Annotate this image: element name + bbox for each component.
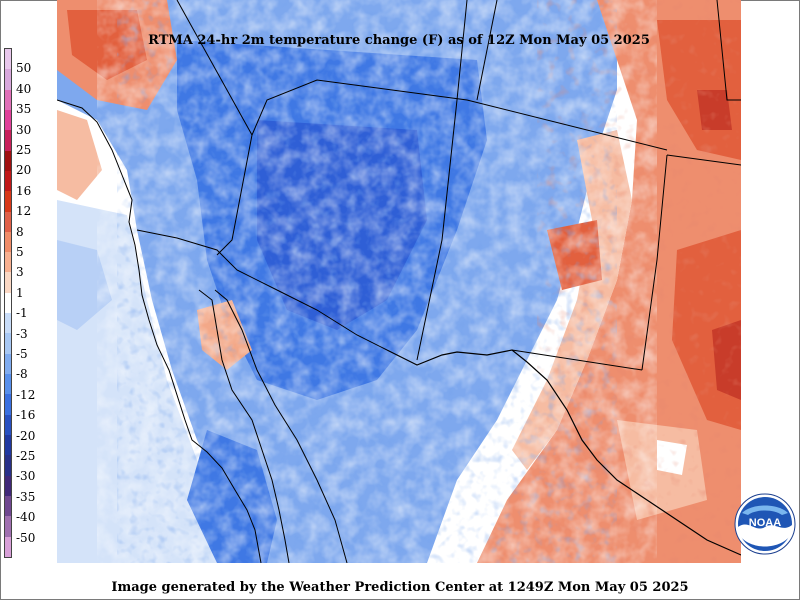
legend-label: -40 <box>16 510 36 525</box>
legend-label: 1 <box>16 285 24 300</box>
legend-label: 30 <box>16 122 32 137</box>
gulf-coastline <box>214 289 348 563</box>
legend-label: -12 <box>16 387 36 402</box>
legend-swatch <box>5 211 11 232</box>
legend-swatch <box>5 475 11 496</box>
legend-swatch <box>5 231 11 253</box>
new-mexico-texas-border <box>511 349 643 371</box>
legend-label: 5 <box>16 245 24 259</box>
legend-swatch <box>5 170 11 192</box>
temperature-change-map <box>57 0 741 563</box>
legend-label: -35 <box>16 489 36 504</box>
us-mexico-border <box>386 349 741 556</box>
footer-credit: Image generated by the Weather Predictio… <box>111 580 689 595</box>
legend-label: 3 <box>16 265 24 280</box>
legend-swatch <box>5 150 11 171</box>
legend-swatch <box>5 191 11 212</box>
legend-swatch <box>5 434 11 456</box>
california-arizona-border <box>136 229 388 351</box>
legend-color-bar <box>4 48 12 558</box>
legend-swatch <box>5 69 11 90</box>
state-border-3 <box>416 0 468 361</box>
legend-swatch <box>5 516 11 537</box>
legend-swatch <box>5 374 11 395</box>
legend-swatch <box>5 536 11 557</box>
color-legend: 50 40 35 30 25 20 16 12 8 5 3 1 -1 -3 -5 -8 -12 -16 -20 -25… <box>4 48 52 558</box>
baja-peninsula-outline <box>198 289 290 563</box>
legend-label: 25 <box>16 143 32 157</box>
legend-swatch <box>5 313 11 334</box>
legend-swatch <box>5 292 11 314</box>
legend-label: 40 <box>16 81 32 96</box>
legend-label: -5 <box>16 347 28 361</box>
legend-swatch <box>5 333 11 354</box>
legend-swatch <box>5 353 11 374</box>
legend-label: 8 <box>16 224 24 239</box>
map-title: RTMA 24-hr 2m temperature change (F) as … <box>148 33 650 48</box>
legend-swatch <box>5 130 11 151</box>
legend-swatch <box>5 252 11 273</box>
legend-label: -30 <box>16 469 36 484</box>
legend-swatch <box>5 455 11 476</box>
noaa-logo-text: NOAA <box>749 517 781 529</box>
legend-swatch <box>5 272 11 293</box>
legend-label: 16 <box>16 183 32 198</box>
legend-label: 20 <box>16 163 32 178</box>
legend-label: -20 <box>16 428 36 443</box>
legend-label: -3 <box>16 326 28 341</box>
legend-swatch <box>5 495 11 517</box>
state-border-2 <box>251 79 668 151</box>
legend-label: -16 <box>16 408 36 423</box>
state-border-5 <box>641 154 668 371</box>
state-border-4 <box>476 0 498 101</box>
legend-swatch <box>5 394 11 415</box>
state-border-6 <box>666 154 741 166</box>
legend-label: 50 <box>16 61 32 76</box>
legend-label: 12 <box>16 204 32 219</box>
legend-label: -1 <box>16 306 28 321</box>
state-border-7 <box>716 0 741 101</box>
noaa-logo-icon: NOAA <box>734 493 796 555</box>
legend-label: -50 <box>16 530 36 545</box>
legend-swatch <box>5 414 11 435</box>
legend-label: -25 <box>16 449 36 463</box>
legend-label: 35 <box>16 102 32 117</box>
legend-swatch <box>5 49 11 70</box>
pacific-coastline <box>57 99 262 563</box>
state-border-1 <box>176 0 253 256</box>
legend-labels: 50 40 35 30 25 20 16 12 8 5 3 1 -1 -3 -5 -8 -12 -16 -20 -25… <box>12 48 52 558</box>
legend-swatch <box>5 89 11 110</box>
legend-label: -8 <box>16 367 28 382</box>
light-blotch-texture <box>97 0 657 563</box>
california-coast-warm <box>57 110 102 200</box>
legend-swatch <box>5 109 11 131</box>
